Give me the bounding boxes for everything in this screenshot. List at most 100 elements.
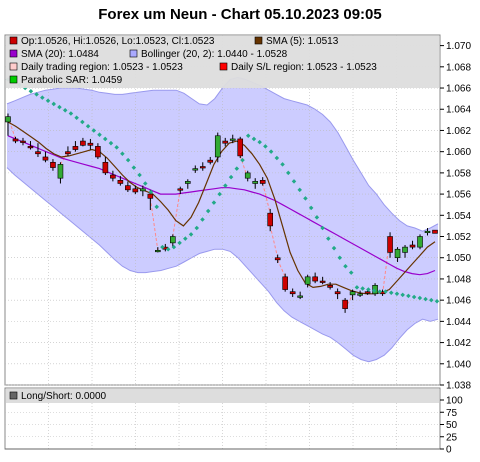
y-tick-label-10: 1.058 [446,168,471,179]
candle-8 [65,146,71,156]
candle-body-10 [80,140,86,146]
candle-32 [244,170,251,182]
candle-36 [274,254,281,264]
candle-35 [267,208,273,232]
candle-16 [125,181,131,192]
legend-swatch-4 [9,62,18,71]
sar-dot-73 [423,296,428,302]
candle-41 [312,272,318,284]
candle-2 [20,137,26,146]
sar-dot-20 [120,151,125,157]
candle-body-54 [409,244,416,248]
sar-dot-15 [91,128,97,133]
candle-23 [177,186,184,195]
candle-body-47 [357,293,363,296]
candle-body-56 [424,230,431,234]
sar-dot-69 [400,292,405,298]
legend-label-5: Daily S/L region: 1.0523 - 1.0523 [231,62,377,73]
gap-connector-32 [239,155,249,179]
sar-dot-8 [51,101,57,107]
y-tick-label-9: 1.056 [446,190,471,201]
chart-title: Forex um Neun - Chart 05.10.2023 09:05 [98,6,381,23]
candle-24 [184,179,191,189]
gap-connector-37 [277,259,286,278]
candle-body-43 [327,285,333,288]
sar-dot-11 [68,111,74,116]
candle-body-2 [20,140,26,143]
candle-body-55 [417,236,423,248]
long-short-swatch [9,391,18,400]
candle-42 [319,276,326,285]
legend-label-6: Parabolic SAR: 1.0459 [21,75,123,86]
legend-label-3: Bollinger (20, 2): 1.0440 - 1.0528 [141,49,288,60]
sar-dot-68 [394,291,400,297]
sar-dot-63 [366,287,371,292]
candle-body-19 [147,193,154,199]
y-tick-label-3: 1.044 [446,317,471,328]
sar-dot-14 [85,123,91,129]
candle-body-13 [102,161,109,174]
sar-dot-54 [314,215,320,220]
sar-dot-59 [343,263,348,269]
sar-dot-12 [74,115,79,120]
candle-20 [155,247,161,253]
candle-11 [87,138,94,150]
candle-27 [207,156,214,165]
sar-dot-45 [263,144,268,149]
legend-label-4: Daily trading region: 1.0523 - 1.0523 [21,62,183,73]
legend-label-1: SMA (5): 1.0513 [266,36,339,47]
gap-connector-23 [172,188,181,237]
candle-body-8 [65,151,71,155]
candle-body-40 [304,276,311,285]
candle-34 [259,177,266,186]
candle-25 [192,165,199,173]
sar-dot-61 [354,285,360,290]
candle-body-46 [349,291,356,296]
main-panel: 1.038 1.040 1.042 1.044 1.046 1.048 1.050 1.052… [4,34,471,392]
candle-body-37 [282,276,288,290]
candle-53 [402,245,408,258]
sar-dot-74 [429,297,434,303]
candle-9 [72,141,79,152]
candle-body-36 [274,257,281,261]
sar-dot-10 [62,108,68,113]
sar-dot-19 [114,145,119,150]
sar-dot-53 [308,205,314,211]
legend: Op:1.0526, Hi:1.0526, Lo:1.0523, Cl:1.05… [6,36,439,88]
candle-1 [12,136,19,144]
candle-body-11 [87,142,94,146]
long-short-legend-background [6,389,439,403]
candle-body-48 [364,291,371,294]
y-tick-label-1: 1.040 [446,359,471,370]
candle-6 [50,159,56,171]
candle-body-4 [35,151,41,155]
legend-swatch-1 [254,36,263,45]
y-tick-label-2: 1.042 [446,338,471,349]
candle-37 [282,273,288,292]
candle-7 [57,162,64,184]
ls-y-tick-label-3: 75 [446,408,458,419]
candle-43 [327,282,333,290]
candle-body-51 [387,236,393,253]
candle-body-44 [334,291,341,295]
candle-body-28 [214,135,221,158]
candle-body-16 [125,185,131,191]
candle-33 [252,178,259,189]
candle-body-15 [117,180,124,184]
candle-body-52 [394,248,401,259]
y-tick-label-13: 1.064 [446,105,471,116]
candle-body-33 [252,181,259,184]
ls-y-tick-label-2: 50 [446,420,458,431]
ls-y-tick-label-4: 100 [446,396,463,407]
candle-3 [27,141,34,150]
y-tick-label-11: 1.060 [446,147,471,158]
candle-body-6 [50,161,56,168]
legend-swatch-3 [129,49,138,58]
candle-38 [289,288,296,297]
candle-body-38 [289,291,296,295]
sma20-line [7,135,436,276]
candle-body-3 [27,146,34,149]
candle-body-5 [42,156,49,161]
